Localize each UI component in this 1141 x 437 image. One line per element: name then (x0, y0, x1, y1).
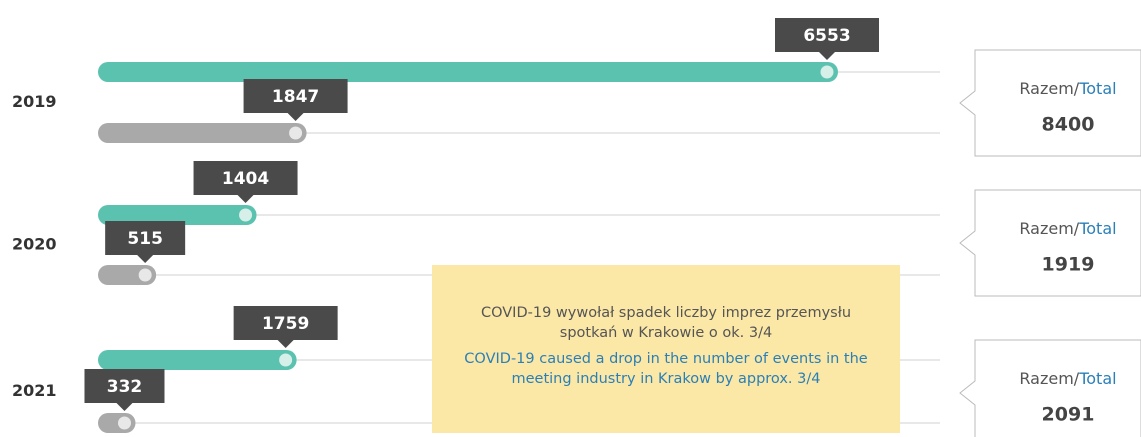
label-box (193, 161, 298, 203)
annotation-en: COVID-19 caused a drop in the number of … (464, 351, 868, 387)
value-label: 515 (127, 229, 163, 249)
label-box (105, 221, 186, 263)
label-box (243, 79, 348, 121)
value-label: 1847 (272, 87, 319, 107)
year-label: 2020 (12, 235, 57, 254)
bar (98, 123, 307, 143)
bar-knob (279, 353, 293, 367)
label-box (775, 18, 879, 60)
year-label: 2019 (12, 92, 57, 111)
label-box (84, 369, 165, 411)
bar (98, 205, 257, 225)
total-caption-pl: Razem/ (1019, 79, 1079, 98)
total-caption-pl: Razem/ (1019, 369, 1079, 388)
total-caption: Razem/Total (1019, 219, 1116, 238)
bar-knob (117, 416, 131, 430)
year-label: 2021 (12, 381, 57, 400)
total-box (959, 339, 1141, 437)
annotation: COVID-19 wywołał spadek liczby imprez pr… (432, 265, 900, 433)
bar-knob (289, 126, 303, 140)
bar-knob (820, 65, 834, 79)
value-label: 1404 (222, 169, 269, 189)
bar-knob (239, 208, 253, 222)
total-caption: Razem/Total (1019, 369, 1116, 388)
total-caption: Razem/Total (1019, 79, 1116, 98)
bar (98, 62, 838, 82)
total-value: 2091 (1042, 404, 1095, 426)
total-box (959, 49, 1141, 157)
total-value: 1919 (1042, 254, 1095, 276)
total-caption-en: Total (1078, 219, 1116, 238)
annotation-pl: COVID-19 wywołał spadek liczby imprez pr… (480, 305, 852, 341)
total-caption-en: Total (1078, 369, 1116, 388)
total-caption-en: Total (1078, 79, 1116, 98)
value-label: 332 (107, 377, 143, 397)
total-value: 8400 (1042, 114, 1095, 136)
value-label: 6553 (803, 26, 850, 46)
label-box (233, 306, 338, 348)
total-box (959, 189, 1141, 297)
bar (98, 350, 297, 370)
value-label: 1759 (262, 314, 309, 334)
bar-knob (138, 268, 152, 282)
total-caption-pl: Razem/ (1019, 219, 1079, 238)
